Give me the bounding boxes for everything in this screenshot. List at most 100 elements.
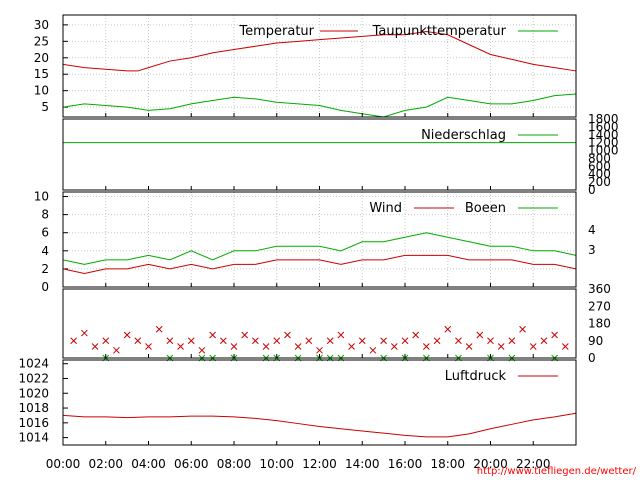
direction-mark (401, 337, 409, 345)
direction-mark (81, 329, 88, 337)
direction-mark (380, 337, 387, 345)
direction-mark (91, 343, 99, 350)
direction-mark (145, 343, 152, 350)
direction-mark (70, 337, 78, 345)
time-tick-label: 04:00 (131, 457, 166, 471)
direction-mark (209, 331, 216, 339)
right-tick-label: 90 (588, 334, 603, 348)
time-tick-label: 16:00 (388, 457, 423, 471)
direction-mark (337, 331, 345, 339)
time-tick-label: 14:00 (345, 457, 380, 471)
series-line-1 (62, 30, 577, 72)
direction-mark (444, 325, 452, 333)
time-tick-label: 02:00 (88, 457, 123, 471)
legend-label: Niederschlag (421, 128, 506, 143)
chart-panel-1: 5 10 15 20 25 30 Temperatur Taupunkttemperatur (34, 14, 577, 118)
series-line-2 (62, 93, 577, 118)
direction-mark (390, 343, 398, 350)
direction-mark (294, 343, 302, 350)
series-line-1 (62, 254, 577, 274)
y-tick-label: 1014 (18, 431, 49, 445)
y-tick-label: 1022 (18, 371, 49, 385)
legend-label: Temperatur (238, 24, 314, 39)
direction-mark (241, 331, 249, 339)
direction-mark (166, 337, 174, 345)
y-tick-label: 1018 (18, 401, 49, 415)
y-tick-label: 1024 (18, 357, 49, 371)
y-tick-label: 5 (41, 100, 49, 114)
panel-frame (62, 288, 577, 359)
right-tick-label: 600 (588, 159, 611, 173)
direction-mark (358, 337, 366, 345)
direction-mark (187, 337, 195, 345)
time-tick-label: 20:00 (473, 457, 508, 471)
right-tick-label: 1200 (588, 136, 619, 150)
y-tick-label: 10 (34, 84, 49, 98)
y-tick-label: 25 (34, 34, 49, 48)
right-tick-label: 1600 (588, 120, 619, 134)
right-tick-label: 0 (588, 351, 596, 365)
direction-mark (561, 343, 569, 350)
right-tick-label: 3 (588, 243, 596, 257)
direction-mark (508, 337, 516, 345)
series-line-1 (62, 412, 577, 438)
direction-mark (551, 331, 558, 339)
direction-mark (134, 337, 142, 345)
direction-mark (348, 343, 355, 350)
direction-mark (198, 346, 206, 354)
y-tick-label: 15 (34, 67, 49, 81)
direction-mark (219, 337, 227, 345)
y-tick-label: 1016 (18, 416, 49, 430)
right-tick-label: 180 (588, 317, 611, 331)
direction-mark (123, 331, 131, 339)
time-tick-label: 22:00 (516, 457, 551, 471)
direction-mark (113, 346, 120, 354)
direction-mark (487, 337, 494, 345)
direction-mark (519, 325, 526, 333)
right-tick-label: 1400 (588, 128, 619, 142)
direction-mark (497, 343, 505, 350)
y-tick-label: 1020 (18, 386, 49, 400)
direction-mark (369, 346, 377, 354)
right-tick-label: 0 (588, 183, 596, 197)
time-tick-label: 12:00 (302, 457, 337, 471)
time-tick-label: 08:00 (217, 457, 252, 471)
direction-mark (423, 343, 430, 350)
y-tick-label: 10 (34, 190, 49, 204)
right-tick-label: 1800 (588, 112, 619, 126)
direction-mark (476, 331, 484, 339)
direction-mark (252, 337, 259, 345)
chart-panel-3: 0 2 4 6 8 10 3 4 Wind Boeen (34, 190, 596, 294)
direction-mark (455, 337, 462, 345)
chart-panel-4: 0 90 180 270 360 (62, 282, 611, 365)
direction-mark (305, 337, 313, 345)
right-tick-label: 200 (588, 175, 611, 189)
time-tick-label: 18:00 (430, 457, 465, 471)
direction-mark (540, 337, 548, 345)
time-axis: 00:00 02:00 04:00 06:00 08:00 10:00 12:00 14:00… (46, 457, 551, 471)
y-tick-label: 30 (34, 18, 49, 32)
right-tick-label: 1000 (588, 144, 619, 158)
y-tick-label: 0 (41, 280, 49, 294)
direction-mark (529, 343, 537, 350)
right-tick-label: 400 (588, 167, 611, 181)
y-tick-label: 8 (41, 208, 49, 222)
legend-label: Luftdruck (445, 369, 507, 384)
y-tick-label: 20 (34, 51, 49, 65)
y-tick-label: 2 (41, 262, 49, 276)
direction-mark (465, 343, 473, 350)
direction-mark (316, 346, 323, 354)
legend-label: Boeen (465, 201, 506, 216)
y-tick-label: 6 (41, 226, 49, 240)
time-tick-label: 00:00 (46, 457, 81, 471)
direction-mark (326, 337, 334, 345)
legend-label: Wind (369, 201, 402, 216)
direction-mark (177, 343, 184, 350)
y-tick-label: 4 (41, 244, 49, 258)
footer-url[interactable]: http://www.tiefliegen.de/wetter/ (477, 466, 637, 477)
time-tick-label: 06:00 (174, 457, 209, 471)
direction-mark (102, 337, 110, 345)
direction-mark (262, 343, 270, 350)
